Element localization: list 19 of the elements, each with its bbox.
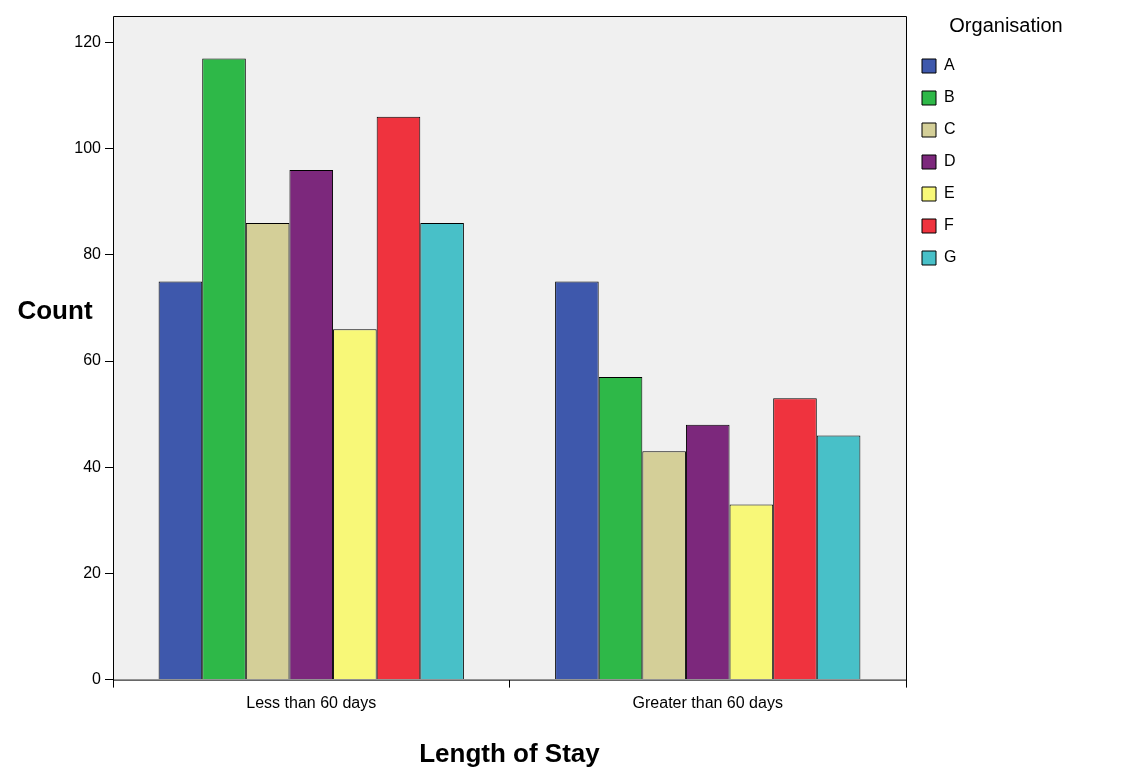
x-axis-title: Length of Stay xyxy=(419,737,601,768)
y-tick-label: 20 xyxy=(83,563,102,581)
y-tick-label: 60 xyxy=(83,351,102,369)
legend-label: D xyxy=(944,152,956,170)
legend-label: F xyxy=(944,216,954,234)
y-axis-title: Count xyxy=(17,294,93,325)
y-tick-label: 100 xyxy=(74,139,102,157)
legend-title: Organisation xyxy=(949,13,1063,36)
y-tick-label: 80 xyxy=(83,245,102,263)
legend-label: A xyxy=(944,56,955,74)
y-tick-label: 120 xyxy=(74,32,102,50)
y-tick-label: 0 xyxy=(92,670,102,688)
legend-label: G xyxy=(944,248,957,266)
legend-label: B xyxy=(944,88,955,106)
x-tick-label: Greater than 60 days xyxy=(632,693,783,711)
y-tick-label: 40 xyxy=(83,457,102,475)
legend-label: C xyxy=(944,120,956,138)
legend-label: E xyxy=(944,184,955,202)
x-tick-label: Less than 60 days xyxy=(246,693,377,711)
